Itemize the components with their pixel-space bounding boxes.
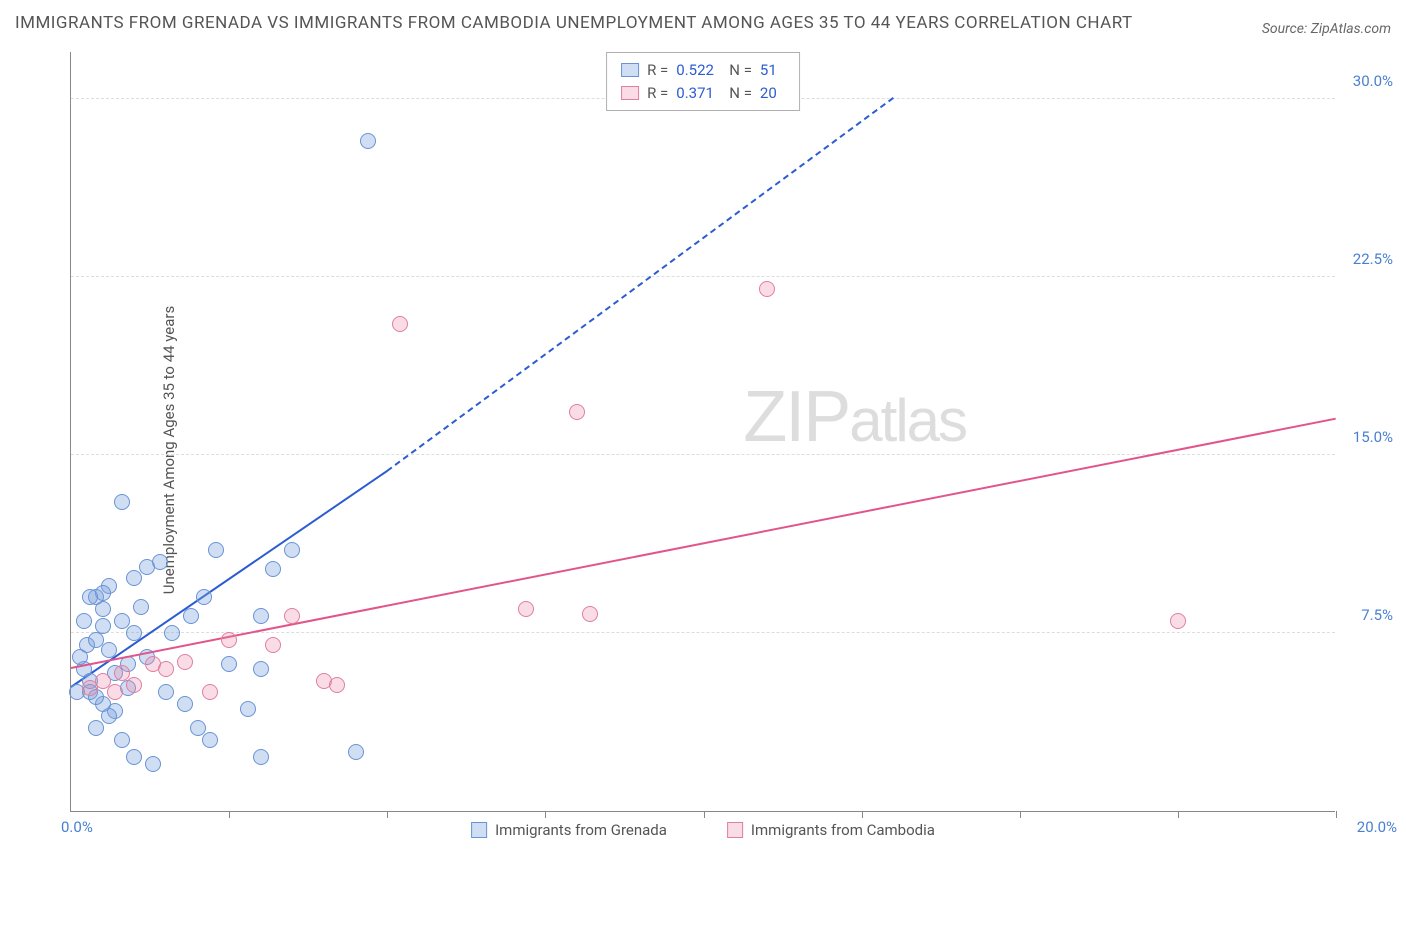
series-swatch (471, 822, 487, 838)
data-point (221, 656, 237, 672)
data-point (196, 589, 212, 605)
chart-container: Unemployment Among Ages 35 to 44 years Z… (15, 42, 1391, 857)
data-point (582, 606, 598, 622)
legend-item: Immigrants from Grenada (471, 821, 667, 839)
gridline (71, 276, 1335, 277)
x-tick (704, 811, 705, 818)
data-point (177, 654, 193, 670)
data-point (101, 642, 117, 658)
data-point (253, 661, 269, 677)
series-swatch (727, 822, 743, 838)
x-tick (387, 811, 388, 818)
data-point (284, 608, 300, 624)
x-tick (1336, 811, 1337, 818)
data-point (88, 720, 104, 736)
trend-line (387, 97, 894, 471)
data-point (265, 561, 281, 577)
stat-value: 20 (760, 82, 785, 105)
data-point (107, 684, 123, 700)
stat-label: R = (647, 59, 668, 82)
data-point (392, 316, 408, 332)
data-point (126, 749, 142, 765)
series-legend: Immigrants from Grenada Immigrants from C… (471, 821, 935, 839)
data-point (133, 599, 149, 615)
data-point (183, 608, 199, 624)
data-point (221, 632, 237, 648)
legend-label: Immigrants from Grenada (495, 821, 667, 839)
data-point (145, 756, 161, 772)
data-point (360, 133, 376, 149)
plot-area: ZIPatlas R =0.522N =51R =0.371N =20 0.0%… (70, 52, 1335, 812)
y-tick-label: 30.0% (1353, 72, 1393, 90)
data-point (101, 708, 117, 724)
stat-value: 0.371 (676, 82, 721, 105)
stats-row: R = 0.371 N = 20 (621, 82, 785, 105)
y-tick-label: 22.5% (1353, 250, 1393, 268)
data-point (114, 732, 130, 748)
data-point (329, 677, 345, 693)
series-swatch (621, 63, 639, 77)
data-point (82, 589, 98, 605)
legend-label: Immigrants from Cambodia (751, 821, 935, 839)
data-point (76, 613, 92, 629)
x-tick (1020, 811, 1021, 818)
series-swatch (621, 86, 639, 100)
data-point (177, 696, 193, 712)
data-point (348, 744, 364, 760)
data-point (114, 665, 130, 681)
stats-legend-box: R = 0.522 N = 51 R = 0.371 N = 20 (606, 52, 800, 111)
data-point (152, 554, 168, 570)
data-point (759, 281, 775, 297)
x-axis-end-label: 20.0% (1357, 818, 1397, 836)
data-point (95, 673, 111, 689)
x-tick (1178, 811, 1179, 818)
data-point (253, 749, 269, 765)
data-point (164, 625, 180, 641)
y-tick-label: 7.5% (1361, 606, 1393, 624)
data-point (126, 625, 142, 641)
data-point (202, 684, 218, 700)
data-point (1170, 613, 1186, 629)
x-tick (545, 811, 546, 818)
data-point (114, 494, 130, 510)
data-point (126, 570, 142, 586)
data-point (114, 613, 130, 629)
data-point (158, 661, 174, 677)
data-point (208, 542, 224, 558)
gridline (71, 632, 1335, 633)
stats-row: R = 0.522 N = 51 (621, 59, 785, 82)
data-point (265, 637, 281, 653)
stat-label: N = (729, 59, 752, 82)
data-point (569, 404, 585, 420)
data-point (126, 677, 142, 693)
data-point (240, 701, 256, 717)
x-axis-start-label: 0.0% (61, 818, 93, 836)
data-point (158, 684, 174, 700)
data-point (202, 732, 218, 748)
x-tick (229, 811, 230, 818)
stat-label: R = (647, 82, 668, 105)
data-point (190, 720, 206, 736)
stat-value: 0.522 (676, 59, 721, 82)
source-attribution: Source: ZipAtlas.com (1262, 21, 1391, 37)
legend-item: Immigrants from Cambodia (727, 821, 935, 839)
y-tick-label: 15.0% (1353, 428, 1393, 446)
data-point (284, 542, 300, 558)
data-point (253, 608, 269, 624)
watermark: ZIPatlas (743, 376, 966, 458)
x-tick (862, 811, 863, 818)
stat-value: 51 (760, 59, 785, 82)
data-point (95, 618, 111, 634)
data-point (518, 601, 534, 617)
trend-line (71, 417, 1336, 668)
stat-label: N = (729, 82, 752, 105)
chart-title: IMMIGRANTS FROM GRENADA VS IMMIGRANTS FR… (15, 10, 1133, 37)
